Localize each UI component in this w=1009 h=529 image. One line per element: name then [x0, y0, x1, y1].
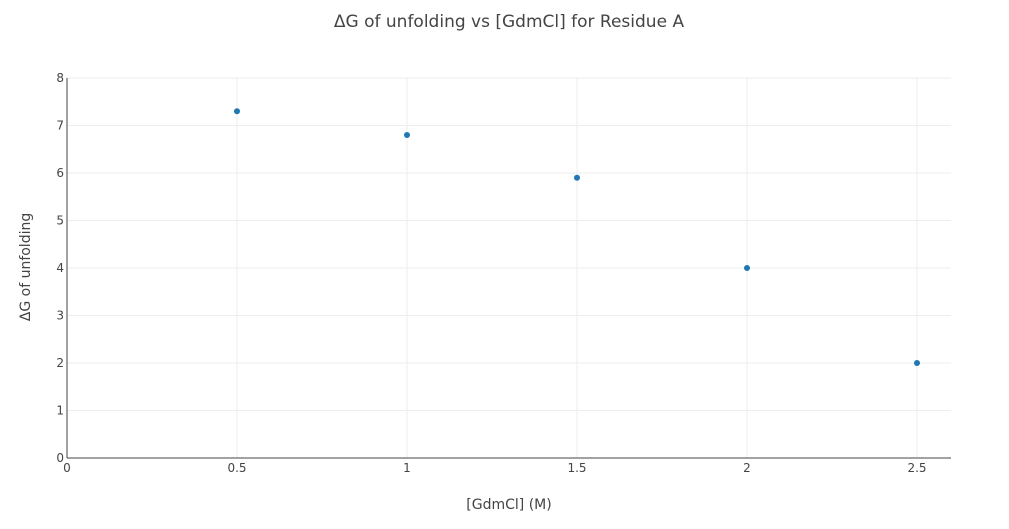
y-tick-label: 8 — [56, 71, 64, 85]
data-point — [914, 360, 920, 366]
grid-lines — [67, 77, 951, 458]
y-tick-label: 0 — [56, 451, 64, 465]
data-point — [574, 174, 580, 181]
axes — [66, 78, 951, 459]
x-tick-label: 2.5 — [907, 461, 926, 475]
data-point — [744, 265, 750, 271]
y-tick-label: 7 — [56, 119, 64, 133]
data-point — [234, 108, 240, 115]
data-point — [404, 132, 410, 138]
x-tick-label: 0 — [63, 461, 71, 475]
chart-title: ΔG of unfolding vs [GdmCl] for Residue A — [334, 12, 685, 32]
y-tick-label: 6 — [56, 166, 64, 180]
x-tick-label: 2 — [743, 461, 751, 475]
y-tick-label: 1 — [56, 404, 64, 418]
x-tick-label: 1.5 — [567, 461, 586, 475]
data-points — [234, 108, 920, 366]
y-tick-label: 5 — [56, 214, 64, 228]
y-tick-label: 3 — [56, 309, 64, 323]
x-tick-label: 1 — [403, 461, 411, 475]
x-tick-label: 0.5 — [227, 461, 246, 475]
x-axis-title: [GdmCl] (M) — [466, 497, 551, 513]
y-tick-label: 4 — [56, 261, 64, 275]
y-tick-label: 2 — [56, 356, 64, 370]
y-axis-title: ΔG of unfolding — [18, 213, 34, 322]
tick-labels: 0 1 2 3 4 5 6 7 8 0 0.5 1 1.5 2 2.5 — [56, 71, 926, 475]
